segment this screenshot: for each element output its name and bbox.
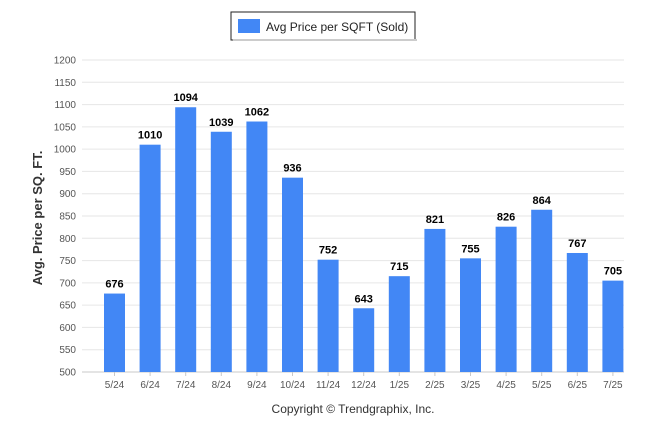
legend[interactable]: Avg Price per SQFT (Sold) [230, 11, 417, 41]
data-label: 1039 [209, 117, 233, 129]
bar[interactable] [388, 276, 410, 372]
y-tick-label: 1200 [54, 56, 77, 67]
y-tick-label: 950 [59, 167, 76, 178]
x-tick-label: 6/24 [140, 380, 160, 391]
legend-shadow [233, 39, 417, 41]
y-tick-label: 1050 [54, 122, 77, 133]
x-tick-label: 11/24 [316, 380, 341, 391]
y-tick-label: 550 [59, 345, 76, 356]
data-label: 1094 [173, 92, 198, 104]
y-tick-label: 900 [59, 189, 76, 200]
y-axis-ticks: 500 550 600 650 700 750 800 850 900 950 1000 1050 11… [54, 56, 77, 379]
y-axis-title: Avg. Price per SQ. FT. [30, 151, 45, 286]
x-tick-label: 9/24 [247, 380, 267, 391]
bar[interactable] [531, 209, 553, 372]
data-label: 826 [497, 212, 515, 224]
x-tick-label: 8/24 [212, 380, 232, 391]
bar[interactable] [175, 107, 197, 372]
y-tick-label: 800 [59, 234, 76, 245]
bar[interactable] [353, 308, 375, 372]
x-tick-label: 7/24 [176, 380, 196, 391]
data-label: 821 [426, 214, 444, 226]
bar[interactable] [317, 259, 339, 372]
x-tick-label: 12/24 [351, 380, 376, 391]
grid [82, 59, 624, 373]
data-label: 864 [533, 195, 552, 207]
y-tick-label: 600 [59, 323, 76, 334]
bar[interactable] [424, 228, 446, 372]
bars [104, 107, 624, 372]
x-tick-label: 4/25 [496, 380, 516, 391]
data-label: 643 [355, 293, 373, 305]
copyright-text: Copyright © Trendgraphix, Inc. [272, 402, 435, 416]
data-label: 755 [461, 243, 479, 255]
data-label: 1010 [138, 130, 162, 142]
y-tick-label: 650 [59, 301, 76, 312]
x-tick-label: 3/25 [461, 380, 481, 391]
x-axis-ticks: 5/24 6/24 7/24 8/24 9/24 10/24 11/24 12/24 1/25 2… [105, 372, 623, 391]
y-tick-label: 500 [59, 368, 76, 379]
x-tick-label: 2/25 [425, 380, 445, 391]
y-tick-label: 1150 [54, 78, 76, 89]
legend-swatch [238, 19, 260, 33]
y-tick-label: 1000 [54, 145, 77, 156]
bar[interactable] [104, 293, 125, 372]
data-label: 767 [568, 238, 586, 250]
data-label: 752 [319, 245, 337, 257]
bar[interactable] [602, 280, 624, 372]
legend-label: Avg Price per SQFT (Sold) [266, 20, 408, 34]
x-tick-label: 5/24 [105, 380, 125, 391]
x-tick-label: 5/25 [532, 380, 552, 391]
data-labels: 676 1010 1094 1039 1062 936 752 643 715 821 755 826… [105, 92, 622, 305]
data-label: 936 [283, 163, 301, 175]
bar[interactable] [282, 177, 303, 372]
x-tick-label: 6/25 [568, 380, 588, 391]
bar[interactable] [139, 144, 161, 372]
y-tick-label: 700 [59, 278, 76, 289]
data-label: 676 [105, 279, 123, 291]
y-tick-label: 850 [59, 212, 76, 223]
x-tick-label: 10/24 [280, 380, 305, 391]
bar[interactable] [460, 258, 481, 372]
data-label: 705 [604, 266, 622, 278]
data-label: 1062 [245, 107, 269, 119]
bar[interactable] [246, 121, 268, 372]
x-tick-label: 7/25 [603, 380, 623, 391]
x-tick-label: 1/25 [390, 380, 410, 391]
y-tick-label: 1100 [54, 100, 76, 111]
data-label: 715 [390, 261, 408, 273]
bar[interactable] [495, 226, 517, 372]
bar[interactable] [566, 252, 588, 372]
bar[interactable] [210, 131, 232, 372]
y-tick-label: 750 [59, 256, 76, 267]
